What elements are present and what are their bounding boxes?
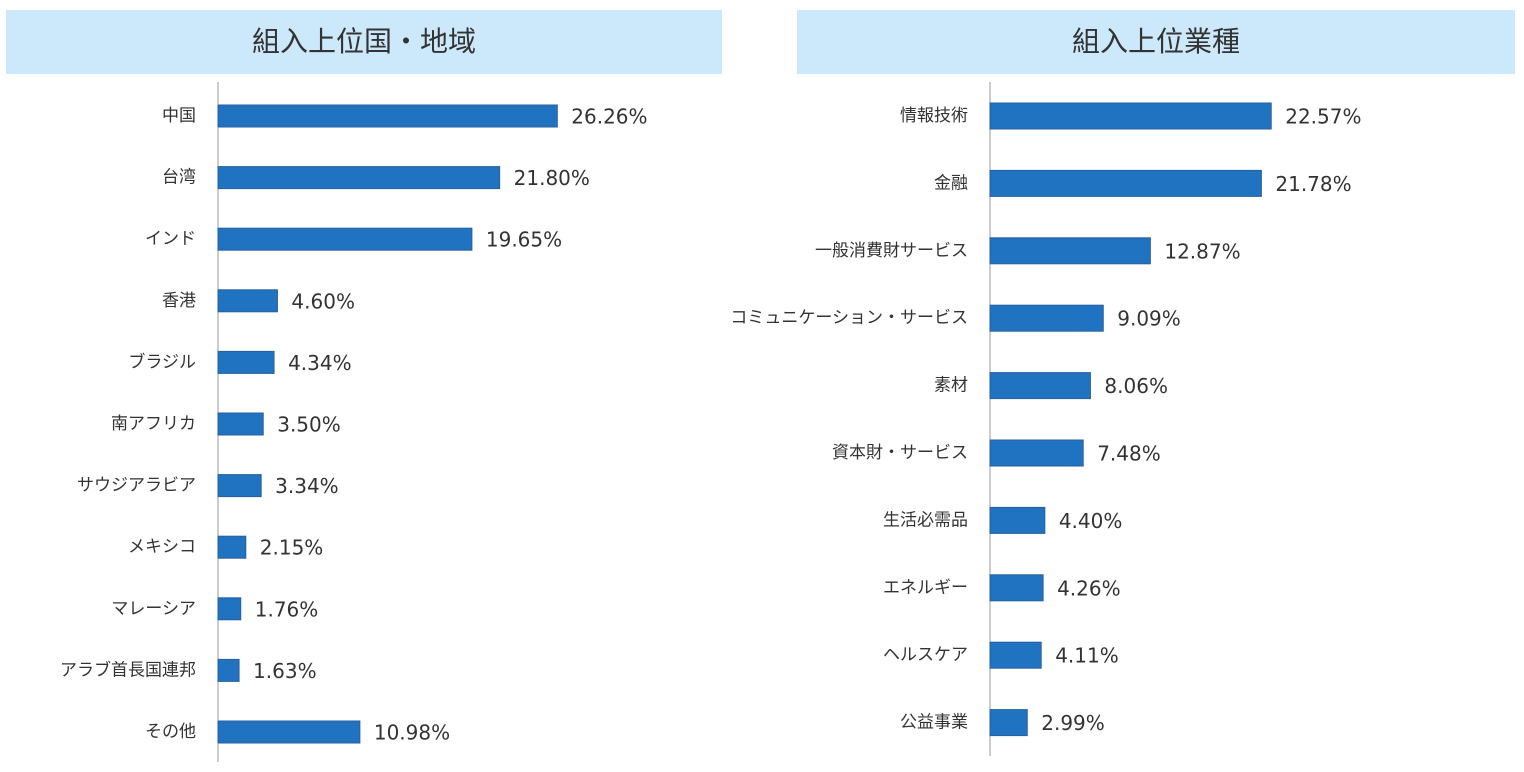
category-label: 香港	[162, 291, 196, 311]
category-label: マレーシア	[111, 599, 196, 619]
category-label: 南アフリカ	[111, 414, 196, 434]
bar	[217, 658, 240, 682]
category-label: 台湾	[162, 168, 196, 188]
bar	[989, 169, 1262, 197]
value-label: 1.63%	[253, 659, 317, 683]
category-label: 素材	[934, 376, 968, 396]
category-label: その他	[145, 722, 196, 742]
value-label: 2.15%	[260, 536, 324, 560]
bar	[989, 506, 1046, 534]
chart-title: 組入上位業種	[1072, 25, 1240, 58]
bar	[989, 709, 1028, 737]
value-label: 4.40%	[1059, 509, 1123, 533]
bar	[989, 439, 1084, 467]
category-label: サウジアラビア	[77, 476, 196, 496]
value-label: 3.50%	[277, 413, 341, 437]
value-label: 4.11%	[1055, 644, 1119, 668]
value-label: 22.57%	[1285, 105, 1361, 129]
value-label: 4.26%	[1057, 576, 1121, 600]
value-label: 4.60%	[291, 289, 355, 313]
bar	[989, 102, 1272, 130]
category-label: インド	[145, 229, 196, 249]
value-label: 26.26%	[571, 105, 647, 129]
category-label: ブラジル	[128, 351, 196, 372]
category-label: 生活必需品	[883, 510, 968, 530]
bar	[217, 474, 262, 498]
category-label: 資本財・サービス	[832, 443, 968, 463]
value-label: 19.65%	[486, 228, 562, 252]
category-label: 公益事業	[900, 713, 968, 733]
value-label: 1.76%	[255, 597, 319, 621]
bar	[217, 227, 473, 251]
category-label: 中国	[162, 106, 196, 126]
bar	[989, 372, 1091, 400]
value-label: 21.78%	[1275, 172, 1351, 196]
value-label: 7.48%	[1097, 442, 1161, 466]
category-label: エネルギー	[883, 578, 968, 598]
header-bg	[6, 10, 722, 74]
bar	[217, 166, 501, 190]
value-label: 12.87%	[1164, 239, 1240, 263]
value-label: 4.34%	[288, 351, 352, 375]
category-label: メキシコ	[128, 537, 196, 557]
bar	[989, 574, 1044, 602]
bar	[217, 535, 247, 559]
bar	[217, 412, 264, 436]
category-label: 情報技術	[900, 106, 968, 126]
header-bg	[797, 10, 1515, 74]
bar	[989, 304, 1104, 332]
value-label: 21.80%	[514, 166, 590, 190]
category-label: 一般消費財サービス	[815, 241, 968, 261]
category-label: ヘルスケア	[883, 645, 968, 665]
value-label: 2.99%	[1041, 711, 1105, 735]
value-label: 3.34%	[275, 474, 339, 498]
category-label: コミュニケーション・サービス	[730, 308, 968, 328]
chart-title: 組入上位国・地域	[252, 25, 476, 58]
bar	[217, 720, 361, 744]
value-label: 8.06%	[1104, 374, 1168, 398]
category-label: アラブ首長国連邦	[60, 659, 196, 680]
bar	[217, 289, 278, 313]
bar	[217, 350, 275, 374]
bar	[217, 597, 242, 621]
value-label: 10.98%	[374, 721, 450, 745]
bar	[989, 641, 1042, 669]
value-label: 9.09%	[1117, 307, 1181, 331]
bar	[989, 237, 1151, 265]
category-label: 金融	[934, 173, 968, 193]
bar	[217, 104, 558, 128]
